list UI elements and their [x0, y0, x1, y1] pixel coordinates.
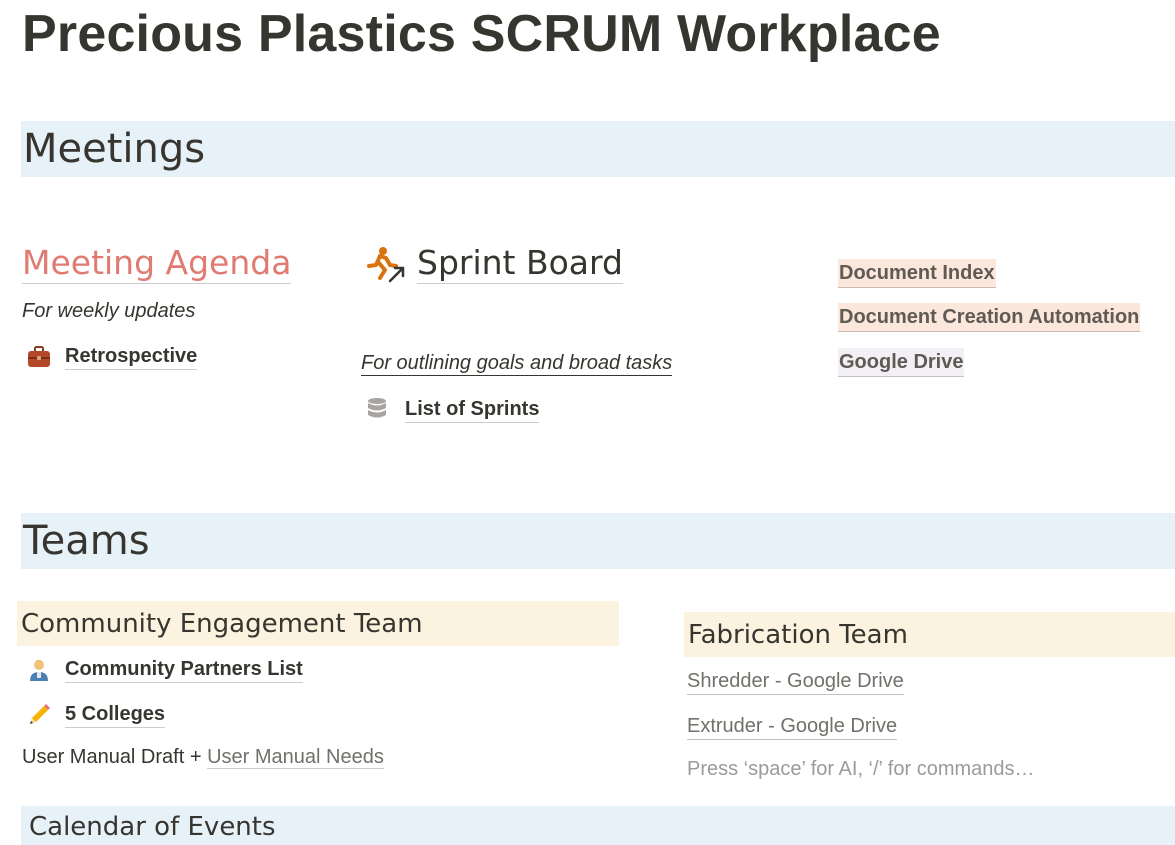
community-engagement-team-header: Community Engagement Team [17, 601, 619, 646]
retrospective-link[interactable]: Retrospective [26, 343, 198, 370]
meeting-agenda-link[interactable]: Meeting Agenda [22, 243, 292, 284]
community-engagement-team-title: Community Engagement Team [21, 609, 423, 639]
pencil-icon [26, 702, 52, 728]
calendar-heading: Calendar of Events [29, 812, 276, 842]
fabrication-team-header: Fabrication Team [684, 612, 1175, 657]
five-colleges-label: 5 Colleges [65, 701, 166, 728]
list-of-sprints-link[interactable]: List of Sprints [366, 396, 540, 423]
fabrication-team-title: Fabrication Team [688, 620, 908, 650]
meetings-heading: Meetings [23, 126, 206, 172]
empty-block-placeholder[interactable]: Press ‘space’ for AI, ‘/’ for commands… [687, 758, 1035, 780]
user-manual-row: User Manual Draft + User Manual Needs [22, 746, 384, 769]
page-title: Precious Plastics SCRUM Workplace [22, 5, 941, 63]
sprint-board-link[interactable]: Sprint Board [417, 243, 623, 284]
retrospective-label: Retrospective [65, 343, 198, 370]
user-manual-draft-text: User Manual Draft + [22, 746, 202, 768]
running-person-icon [366, 246, 406, 284]
database-icon [366, 397, 392, 423]
calendar-section-header: Calendar of Events [21, 806, 1175, 845]
document-creation-automation-link[interactable]: Document Creation Automation [838, 303, 1141, 332]
briefcase-icon [26, 344, 52, 370]
teams-section-header: Teams [21, 513, 1175, 569]
extruder-google-drive-link[interactable]: Extruder - Google Drive [687, 713, 898, 740]
user-manual-needs-link[interactable]: User Manual Needs [207, 746, 384, 769]
shredder-google-drive-link[interactable]: Shredder - Google Drive [687, 668, 904, 695]
meetings-section-header: Meetings [21, 121, 1175, 177]
document-index-link[interactable]: Document Index [838, 259, 996, 288]
list-of-sprints-label: List of Sprints [405, 396, 540, 423]
person-icon [26, 657, 52, 683]
google-drive-link[interactable]: Google Drive [838, 348, 965, 377]
meeting-agenda-description: For weekly updates [22, 300, 196, 322]
sprint-board-description: For outlining goals and broad tasks [361, 352, 673, 376]
community-partners-list-link[interactable]: Community Partners List [26, 656, 303, 683]
teams-heading: Teams [23, 518, 150, 564]
five-colleges-link[interactable]: 5 Colleges [26, 701, 166, 728]
community-partners-list-label: Community Partners List [65, 656, 303, 683]
